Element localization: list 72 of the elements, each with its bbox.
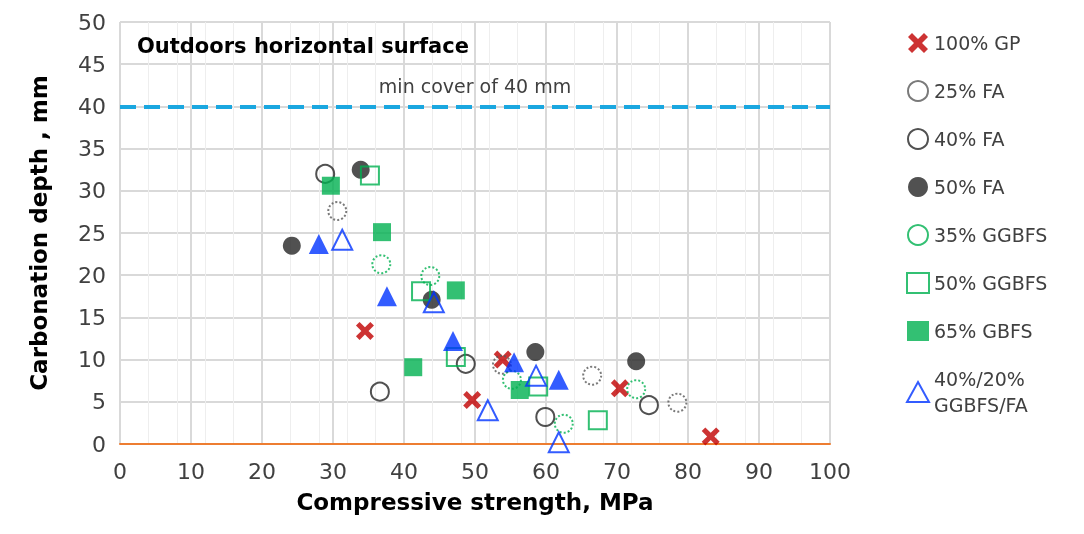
point — [331, 228, 354, 251]
point — [376, 286, 397, 307]
point — [308, 233, 329, 254]
point — [547, 431, 570, 454]
x-tick-label: 90 — [745, 458, 773, 484]
point — [535, 407, 556, 427]
point — [446, 281, 465, 300]
legend-label: 50% GGBFS — [934, 272, 1048, 294]
legend-label: 40% FA — [934, 128, 1005, 150]
point — [372, 223, 391, 242]
point — [371, 254, 392, 275]
x-tick-label: 80 — [674, 458, 702, 484]
ref-line-label: min cover of 40 mm — [378, 74, 572, 97]
point — [701, 427, 720, 446]
y-tick-label: 25 — [78, 220, 106, 246]
legend-label: 35% GGBFS — [934, 224, 1048, 246]
point — [327, 201, 348, 222]
point — [404, 358, 423, 377]
point — [504, 352, 525, 373]
point — [492, 354, 512, 375]
y-axis-title: Carbonation depth , mm — [25, 75, 52, 391]
x-tick-label: 100 — [809, 458, 851, 484]
text: Outdoors horizontal surface — [137, 33, 469, 58]
x-tick-label: 40 — [390, 458, 418, 484]
point — [548, 369, 569, 390]
legend-label: 50% FA — [934, 176, 1005, 198]
point — [455, 353, 476, 374]
x-tick-label: 50 — [461, 458, 489, 484]
x-tick-label: 0 — [113, 458, 127, 484]
x-axis-title: Compressive strength, MPa — [296, 488, 654, 515]
point — [422, 291, 445, 314]
legend-label: 65% GBFS — [934, 320, 1033, 342]
point — [510, 380, 529, 399]
point — [445, 347, 466, 368]
point — [476, 399, 499, 422]
point — [553, 413, 574, 434]
x-tick-label: 30 — [319, 458, 347, 484]
y-tick-label: 10 — [78, 347, 106, 373]
y-tick-label: 35 — [78, 136, 106, 162]
y-tick-label: 15 — [78, 304, 106, 330]
point — [525, 364, 548, 387]
point — [321, 176, 340, 195]
point — [587, 410, 608, 431]
point — [369, 381, 390, 402]
x-tick-label: 10 — [177, 458, 205, 484]
y-tick-label: 20 — [78, 262, 106, 288]
point — [528, 376, 549, 397]
point — [610, 379, 629, 398]
point — [359, 165, 380, 186]
legend-label: 25% FA — [934, 80, 1005, 102]
point — [463, 391, 482, 410]
point — [411, 281, 432, 302]
point — [627, 352, 646, 371]
point — [315, 163, 336, 184]
x-tick-label: 60 — [532, 458, 560, 484]
y-tick-label: 50 — [78, 9, 106, 35]
y-tick-label: 5 — [92, 389, 106, 415]
y-tick-label: 30 — [78, 178, 106, 204]
point — [282, 236, 301, 255]
point — [667, 392, 688, 413]
y-tick-label: 40 — [78, 93, 106, 119]
y-tick-label: 0 — [92, 431, 106, 457]
point — [638, 395, 659, 416]
x-tick-label: 70 — [603, 458, 631, 484]
y-tick-label: 45 — [78, 51, 106, 77]
point — [526, 343, 545, 361]
point — [582, 365, 603, 386]
point — [355, 321, 374, 340]
legend-label: 40%/20% GGBFS/FA — [934, 368, 1031, 416]
legend-label: 100% GP — [934, 32, 1021, 54]
x-tick-label: 20 — [248, 458, 276, 484]
point — [442, 331, 463, 352]
